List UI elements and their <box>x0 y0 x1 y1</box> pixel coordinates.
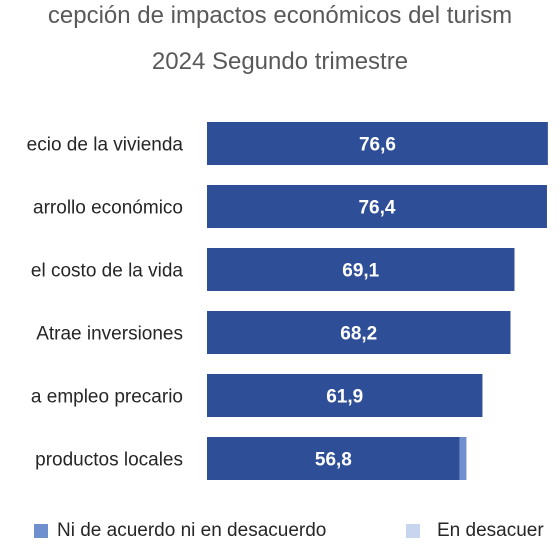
category-label: a empleo precario <box>31 387 183 408</box>
legend-swatch <box>34 524 48 538</box>
category-label: Atrae inversiones <box>36 324 183 345</box>
bar-segment <box>207 311 511 354</box>
bar-segment <box>207 185 547 228</box>
legend-label: Ni de acuerdo ni en desacuerdo <box>57 520 326 541</box>
data-label: 69,1 <box>342 261 379 282</box>
bar-segment <box>459 437 467 480</box>
data-label: 56,8 <box>315 450 352 471</box>
data-label: 76,6 <box>359 135 396 156</box>
data-label: 76,4 <box>358 198 395 219</box>
bar-segment <box>207 374 483 417</box>
legend-swatch <box>406 524 420 538</box>
category-label: el costo de la vida <box>31 261 184 282</box>
bar-segment <box>207 437 460 480</box>
legend-label: En desacuer <box>437 520 544 541</box>
bar-segment <box>207 122 548 165</box>
category-label: productos locales <box>35 450 183 471</box>
category-label: arrollo económico <box>33 198 183 219</box>
chart-subtitle: 2024 Segundo trimestre <box>151 48 409 75</box>
data-label: 68,2 <box>340 324 377 345</box>
bar-segment <box>207 248 515 291</box>
chart-title: cepción de impactos económicos del turis… <box>47 2 513 29</box>
data-label: 61,9 <box>326 387 363 408</box>
category-label: ecio de la vivienda <box>27 135 184 156</box>
